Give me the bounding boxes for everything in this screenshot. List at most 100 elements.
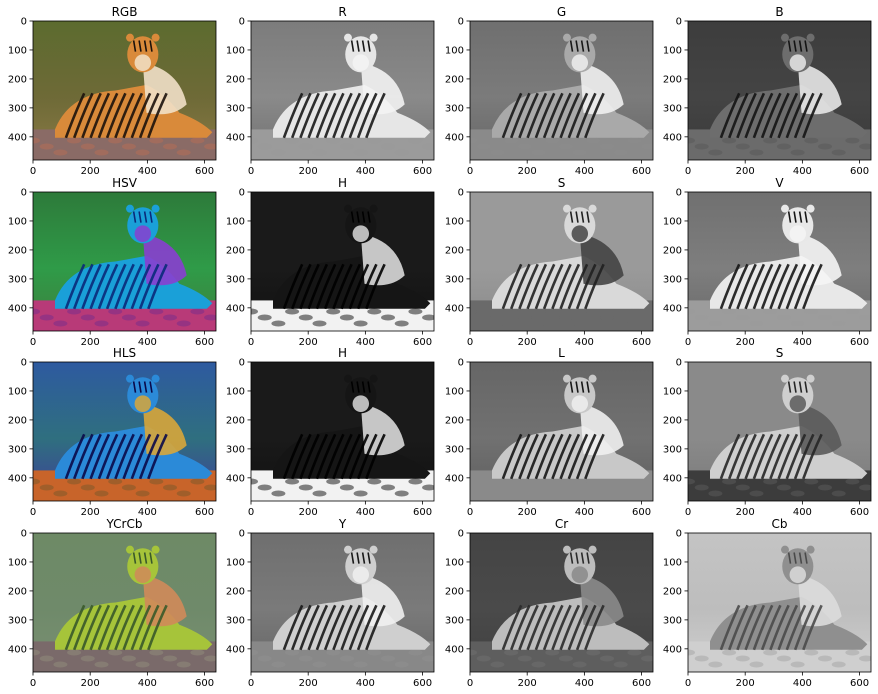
x-tick-label: 600 [195, 678, 214, 689]
y-tick-label: 200 [8, 415, 27, 426]
y-tick-label: 100 [663, 45, 682, 56]
x-tick-label: 400 [793, 337, 812, 348]
x-tick-label: 400 [575, 166, 594, 177]
axes-frame [687, 20, 872, 161]
panel-l-3-3: L 0 200 400 600 0 100 200 300 400 [445, 346, 654, 518]
y-tick-label: 400 [226, 644, 245, 655]
y-tick-label: 100 [445, 386, 464, 397]
axes-frame [32, 20, 217, 161]
x-tick-label: 600 [195, 166, 214, 177]
x-tick-label: 400 [793, 507, 812, 518]
panel-h-3-2: H 0 200 400 600 0 100 200 300 400 [226, 346, 435, 518]
y-tick-label: 400 [8, 303, 27, 314]
y-tick-label: 100 [226, 557, 245, 568]
y-tick-label: 0 [676, 188, 682, 199]
x-tick-label: 200 [81, 507, 100, 518]
x-tick-label: 600 [413, 337, 432, 348]
channel-image [688, 533, 871, 672]
x-tick-label: 400 [575, 678, 594, 689]
x-tick-label: 200 [518, 337, 537, 348]
y-tick-label: 400 [445, 473, 464, 484]
panel-title: G [557, 5, 566, 19]
y-tick-label: 0 [458, 529, 464, 540]
x-tick-label: 0 [467, 678, 473, 689]
y-tick-label: 200 [445, 586, 464, 597]
y-tick-label: 300 [445, 103, 464, 114]
y-tick-label: 200 [226, 245, 245, 256]
channel-image [33, 533, 216, 672]
panel-h-2-2: H 0 200 400 600 0 100 200 300 400 [226, 176, 435, 348]
x-tick-label: 400 [575, 337, 594, 348]
x-tick-label: 0 [248, 337, 254, 348]
x-tick-label: 200 [299, 507, 318, 518]
y-tick-label: 400 [663, 644, 682, 655]
y-tick-label: 300 [8, 444, 27, 455]
y-tick-label: 200 [663, 415, 682, 426]
axes-frame [32, 361, 217, 502]
panel-hls-3-1: HLS 0 200 400 600 0 100 200 300 400 [8, 346, 217, 518]
y-tick-label: 400 [445, 303, 464, 314]
y-tick-label: 100 [8, 216, 27, 227]
x-tick-label: 600 [413, 166, 432, 177]
y-tick-label: 100 [8, 386, 27, 397]
axes-frame [32, 191, 217, 332]
channel-image [33, 362, 216, 501]
panel-title: L [558, 346, 565, 360]
y-tick-label: 300 [8, 615, 27, 626]
y-tick-label: 200 [8, 586, 27, 597]
panel-title: YCrCb [106, 517, 143, 531]
channel-image [251, 362, 434, 501]
x-tick-label: 400 [356, 337, 375, 348]
x-tick-label: 600 [632, 337, 651, 348]
x-tick-label: 0 [467, 337, 473, 348]
y-tick-label: 100 [663, 557, 682, 568]
panel-title: V [775, 176, 784, 190]
x-tick-label: 200 [299, 166, 318, 177]
channel-image [251, 192, 434, 331]
y-tick-label: 100 [226, 45, 245, 56]
y-tick-label: 400 [663, 303, 682, 314]
y-tick-label: 300 [226, 103, 245, 114]
y-tick-label: 100 [445, 216, 464, 227]
y-tick-label: 100 [445, 45, 464, 56]
y-tick-label: 400 [8, 132, 27, 143]
y-tick-label: 300 [445, 274, 464, 285]
x-tick-label: 600 [850, 166, 869, 177]
channel-image [251, 533, 434, 672]
y-tick-label: 300 [8, 103, 27, 114]
y-tick-label: 100 [663, 216, 682, 227]
axes-frame [469, 191, 654, 332]
panel-title: RGB [112, 5, 138, 19]
x-tick-label: 0 [685, 507, 691, 518]
x-tick-label: 400 [356, 507, 375, 518]
x-tick-label: 0 [30, 507, 36, 518]
y-tick-label: 0 [239, 17, 245, 28]
channel-image [33, 192, 216, 331]
y-tick-label: 200 [663, 245, 682, 256]
y-tick-label: 200 [226, 586, 245, 597]
x-tick-label: 200 [299, 337, 318, 348]
axes-frame [469, 532, 654, 673]
x-tick-label: 0 [467, 166, 473, 177]
y-tick-label: 400 [445, 132, 464, 143]
x-tick-label: 0 [30, 678, 36, 689]
y-tick-label: 100 [445, 557, 464, 568]
y-tick-label: 400 [226, 473, 245, 484]
panel-s-3-4: S 0 200 400 600 0 100 200 300 400 [663, 346, 872, 518]
x-tick-label: 200 [518, 166, 537, 177]
panel-ycrcb-4-1: YCrCb 0 200 400 600 0 100 200 300 400 [8, 517, 217, 689]
channel-image [470, 533, 653, 672]
x-tick-label: 400 [138, 678, 157, 689]
y-tick-label: 200 [8, 245, 27, 256]
y-tick-label: 300 [226, 274, 245, 285]
y-tick-label: 300 [663, 444, 682, 455]
x-tick-label: 0 [685, 337, 691, 348]
x-tick-label: 0 [467, 507, 473, 518]
x-tick-label: 400 [793, 166, 812, 177]
x-tick-label: 200 [736, 166, 755, 177]
channel-image [688, 192, 871, 331]
x-tick-label: 600 [195, 337, 214, 348]
y-tick-label: 200 [663, 586, 682, 597]
y-tick-label: 300 [663, 103, 682, 114]
x-tick-label: 200 [518, 678, 537, 689]
